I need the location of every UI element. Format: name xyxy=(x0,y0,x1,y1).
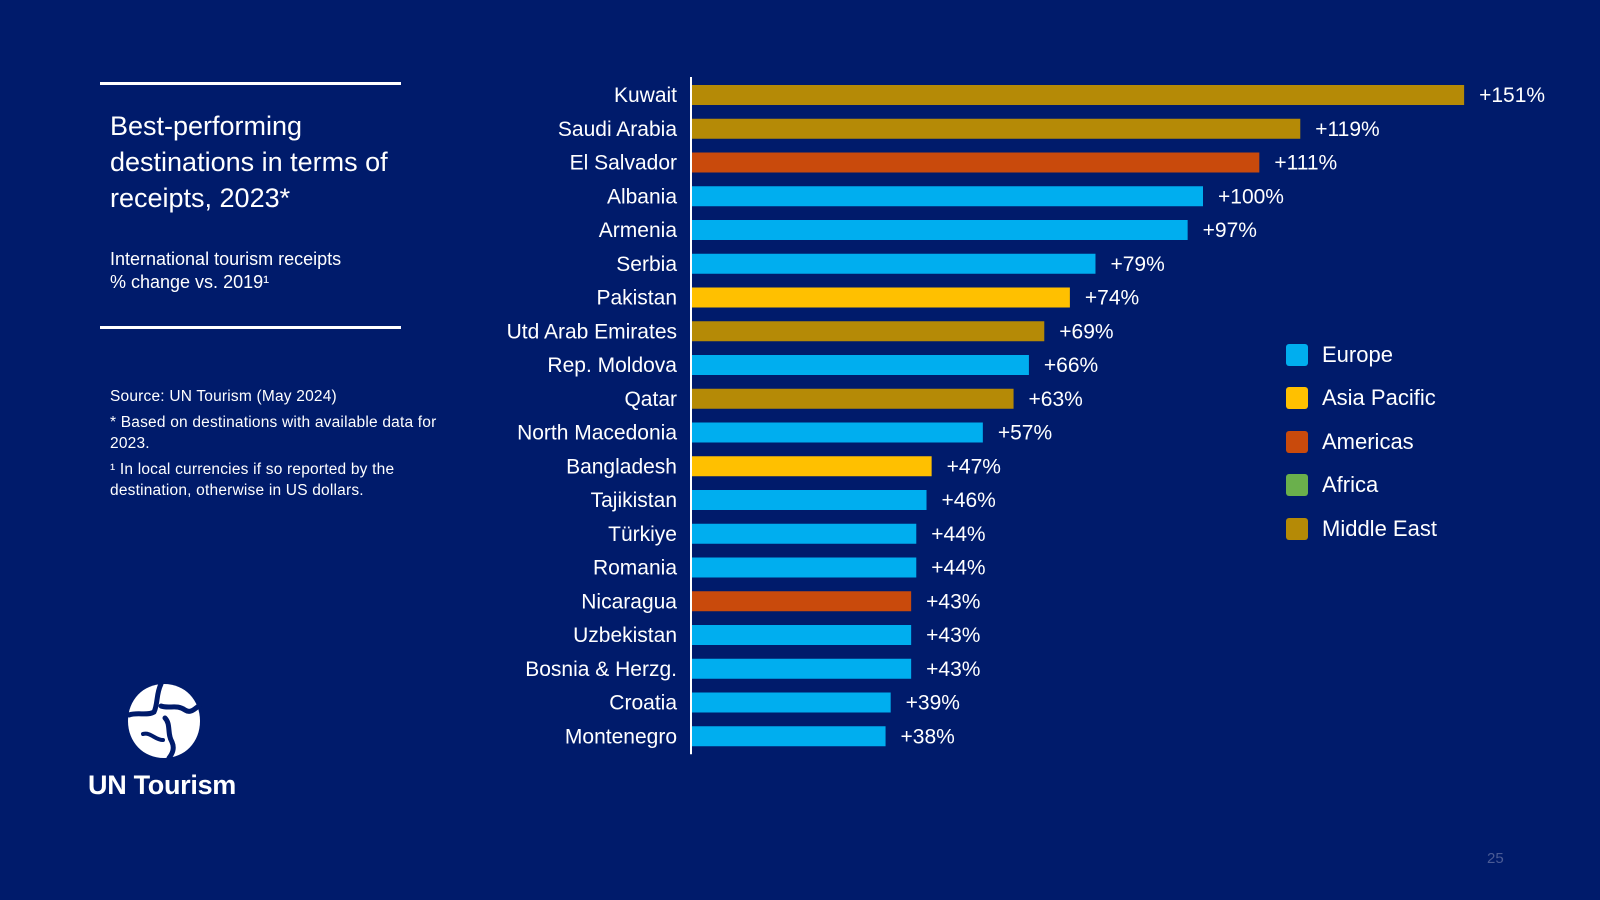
legend-swatch xyxy=(1286,517,1308,540)
bar xyxy=(691,456,932,477)
legend-label: Europe xyxy=(1322,341,1393,367)
legend-label: Middle East xyxy=(1322,515,1437,541)
value-label: +38% xyxy=(901,725,955,748)
bar xyxy=(691,523,917,544)
page-number: 25 xyxy=(1487,850,1504,867)
category-label: Tajikistan xyxy=(591,489,677,512)
legend-swatch xyxy=(1286,387,1308,410)
legend-item: Asia Pacific xyxy=(1286,377,1437,421)
category-label: Romania xyxy=(593,557,677,580)
footnotes: Source: UN Tourism (May 2024) * Based on… xyxy=(110,386,440,506)
legend-label: Africa xyxy=(1322,472,1379,498)
category-label: North Macedonia xyxy=(517,422,677,445)
bar xyxy=(691,152,1260,173)
category-label: El Salvador xyxy=(570,152,677,175)
bar xyxy=(691,186,1203,207)
value-label: +43% xyxy=(926,658,980,681)
bar xyxy=(691,287,1070,308)
category-label: Bangladesh xyxy=(566,455,677,478)
globe-logo-icon xyxy=(126,682,202,760)
value-label: +79% xyxy=(1110,253,1164,276)
chart-subtitle: International tourism receipts % change … xyxy=(110,248,410,294)
category-label: Montenegro xyxy=(565,725,677,748)
bar xyxy=(691,726,886,747)
legend-item: Africa xyxy=(1286,464,1437,508)
logo-text: UN Tourism xyxy=(88,770,237,800)
category-label: Saudi Arabia xyxy=(558,118,677,141)
source-note: Source: UN Tourism (May 2024) xyxy=(110,388,337,405)
legend-item: Americas xyxy=(1286,420,1437,464)
legend-item: Middle East xyxy=(1286,507,1437,551)
bar xyxy=(691,658,912,679)
legend-item: Europe xyxy=(1286,333,1437,377)
title-bottom-rule xyxy=(100,326,401,329)
bar xyxy=(691,692,891,713)
bar xyxy=(691,118,1301,139)
bar xyxy=(691,355,1029,375)
value-label: +111% xyxy=(1274,152,1337,175)
category-label: Kuwait xyxy=(614,84,677,107)
bar xyxy=(691,625,912,645)
category-label: Qatar xyxy=(624,388,677,411)
category-label: Nicaragua xyxy=(581,590,677,613)
footnote-asterisk: * Based on destinations with available d… xyxy=(110,414,437,452)
value-label: +44% xyxy=(931,557,985,580)
bar xyxy=(691,557,917,578)
legend-label: Americas xyxy=(1322,428,1414,454)
value-label: +44% xyxy=(931,523,985,546)
value-label: +97% xyxy=(1203,219,1257,242)
category-label: Utd Arab Emirates xyxy=(507,320,677,343)
value-label: +74% xyxy=(1085,287,1139,310)
value-label: +66% xyxy=(1044,354,1098,377)
value-label: +69% xyxy=(1059,320,1113,343)
bar xyxy=(691,85,1465,105)
category-label: Bosnia & Herzg. xyxy=(525,658,677,681)
category-label: Albania xyxy=(607,185,677,208)
bar xyxy=(691,220,1188,240)
value-label: +47% xyxy=(947,455,1001,478)
category-label: Rep. Moldova xyxy=(547,354,677,377)
bar xyxy=(691,388,1014,409)
un-tourism-logo: UN Tourism xyxy=(88,682,258,801)
bar xyxy=(691,490,927,510)
slide-title: Best-performing destinations in terms of… xyxy=(110,111,388,213)
category-label: Armenia xyxy=(599,219,678,242)
subtitle-line-2: % change vs. 2019¹ xyxy=(110,272,270,292)
legend-swatch xyxy=(1286,474,1308,497)
subtitle-line-1: International tourism receipts xyxy=(110,249,342,269)
bar xyxy=(691,253,1096,274)
bar xyxy=(691,422,983,443)
category-label: Pakistan xyxy=(596,287,677,310)
value-label: +43% xyxy=(926,590,980,613)
value-label: +57% xyxy=(998,422,1052,445)
value-label: +63% xyxy=(1029,388,1083,411)
category-label: Türkiye xyxy=(608,523,677,546)
category-label: Uzbekistan xyxy=(573,624,677,647)
legend-label: Asia Pacific xyxy=(1322,385,1436,411)
value-label: +43% xyxy=(926,624,980,647)
title-top-rule xyxy=(100,82,401,85)
legend-swatch xyxy=(1286,430,1308,453)
legend-swatch xyxy=(1286,343,1308,366)
bar xyxy=(691,321,1045,342)
value-label: +46% xyxy=(942,489,996,512)
category-label: Serbia xyxy=(616,253,677,276)
value-label: +119% xyxy=(1315,118,1379,141)
legend: Europe Asia Pacific Americas Africa Middle E… xyxy=(1286,333,1437,551)
value-label: +100% xyxy=(1218,185,1284,208)
value-label: +39% xyxy=(906,692,960,715)
footnote-currency: ¹ In local currencies if so reported by … xyxy=(110,461,395,499)
value-label: +151% xyxy=(1479,84,1545,107)
bar xyxy=(691,591,912,612)
category-label: Croatia xyxy=(609,692,677,715)
